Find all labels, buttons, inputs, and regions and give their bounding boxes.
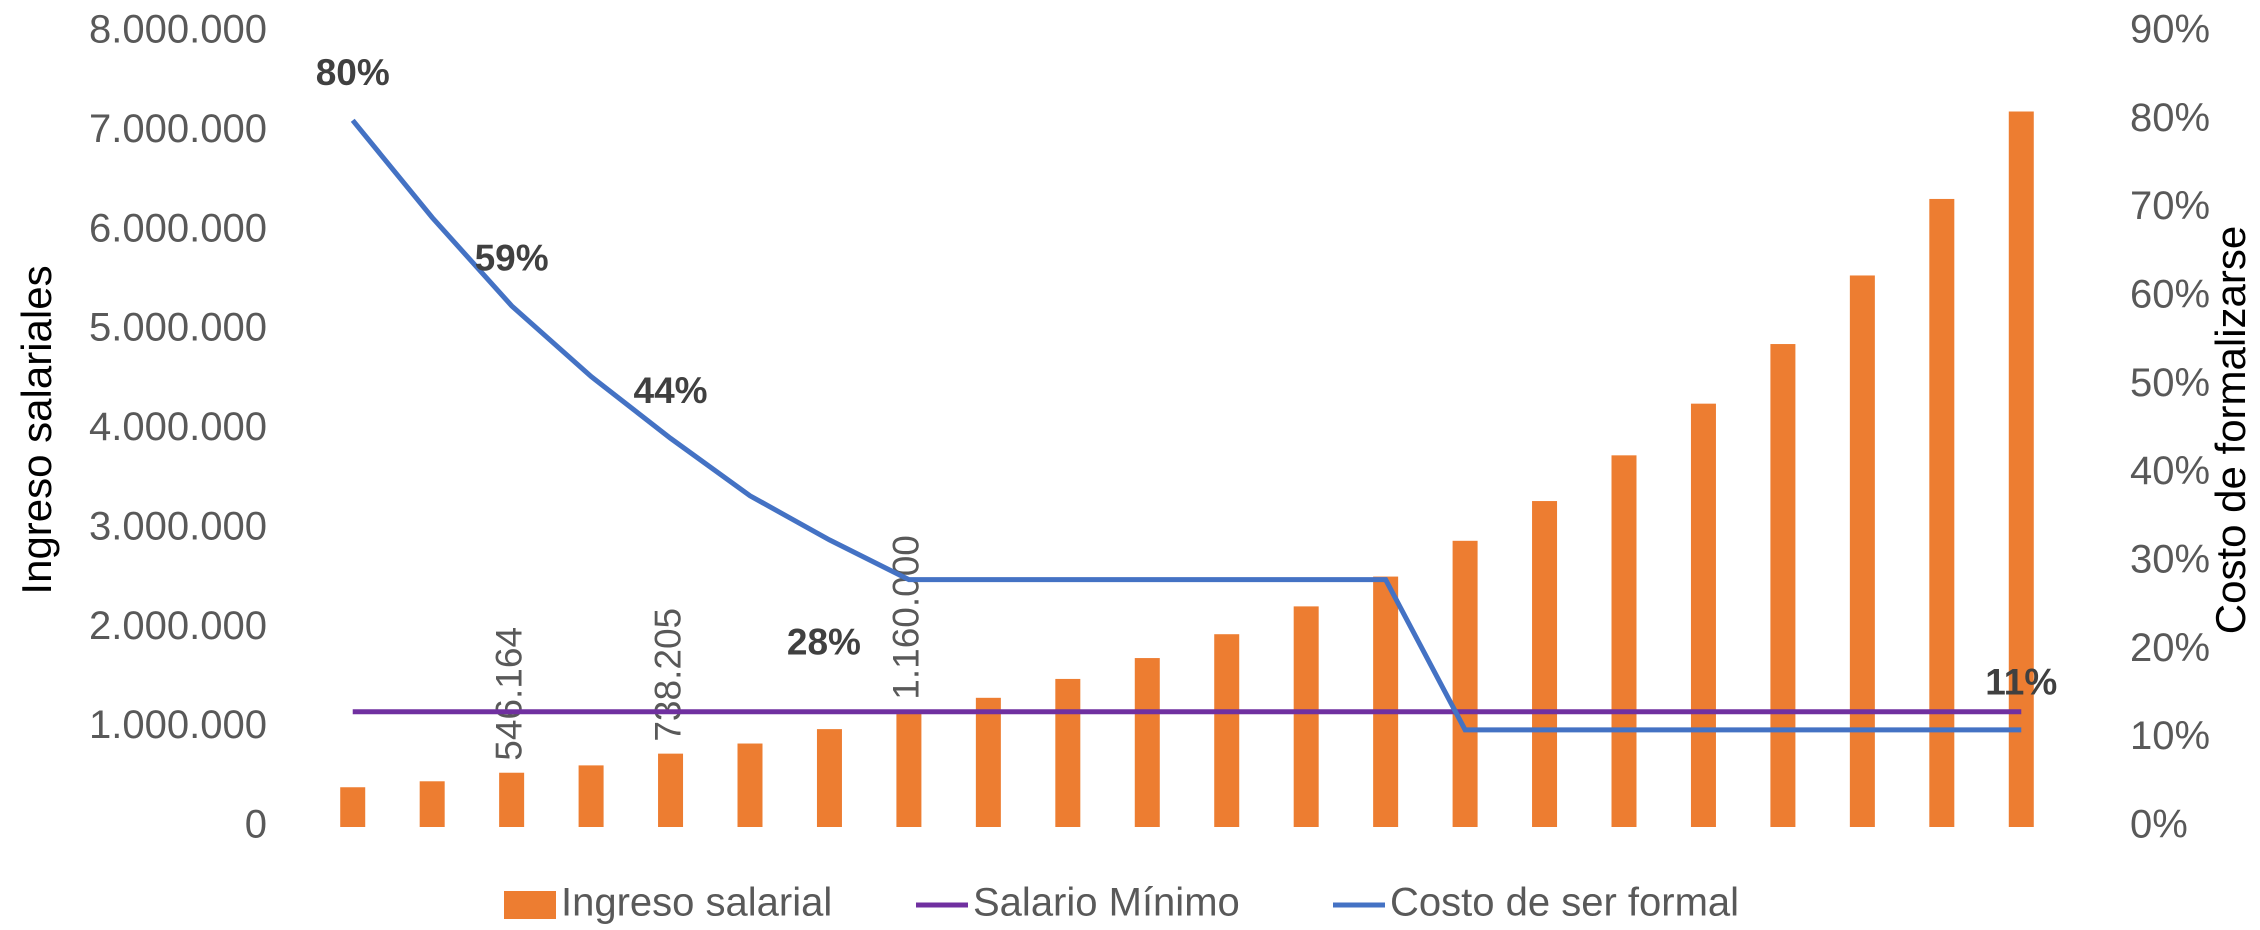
- y-tick-label: 1.000.000: [89, 703, 267, 747]
- bar: [1770, 344, 1796, 827]
- y-tick-label: 4.000.000: [89, 405, 267, 449]
- y2-tick-label: 10%: [2130, 714, 2210, 758]
- y-tick-label: 5.000.000: [89, 306, 267, 350]
- y2-tick-label: 70%: [2130, 184, 2210, 228]
- bar-value-label: 1.160.000: [886, 535, 927, 700]
- bar: [975, 697, 1001, 827]
- y-tick-label: 8.000.000: [89, 8, 267, 52]
- bar: [340, 787, 366, 827]
- bar: [658, 753, 684, 827]
- line-value-label: 44%: [634, 370, 708, 411]
- bar: [1214, 634, 1240, 827]
- bar: [1929, 198, 1955, 827]
- bar: [1293, 606, 1319, 827]
- y-tick-label: 7.000.000: [89, 107, 267, 151]
- y2-tick-label: 20%: [2130, 626, 2210, 670]
- bar: [1452, 540, 1478, 827]
- y-tick-label: 6.000.000: [89, 206, 267, 250]
- y2-tick-label: 80%: [2130, 96, 2210, 140]
- y2-tick-label: 30%: [2130, 538, 2210, 582]
- legend-swatch: [504, 891, 556, 919]
- bar: [1849, 275, 1875, 827]
- bar-value-label: 546.164: [488, 627, 529, 761]
- bar: [578, 765, 604, 827]
- y2-tick-label: 60%: [2130, 273, 2210, 317]
- bar: [816, 729, 842, 827]
- y2-axis-title: Costo de formalizarse: [2207, 226, 2254, 635]
- legend-label: Ingreso salarial: [561, 881, 832, 925]
- bar-value-label: 738.205: [647, 608, 688, 742]
- bar: [1611, 455, 1637, 827]
- legend-label: Costo de ser formal: [1390, 881, 1739, 925]
- bar: [1134, 658, 1160, 827]
- bar: [1690, 403, 1716, 827]
- line-value-label: 28%: [787, 621, 861, 662]
- bar: [499, 772, 525, 827]
- y-tick-label: 0: [245, 803, 267, 847]
- bar: [2008, 111, 2034, 827]
- bar: [419, 781, 445, 827]
- y-tick-label: 3.000.000: [89, 504, 267, 548]
- y-tick-label: 2.000.000: [89, 604, 267, 648]
- line-series: [350, 118, 2022, 733]
- y-axis-title: Ingreso salariales: [13, 265, 60, 594]
- line-value-label: 80%: [316, 52, 390, 93]
- line-value-label: 59%: [475, 238, 549, 279]
- bar: [1532, 501, 1558, 827]
- bar: [737, 743, 763, 827]
- y2-tick-label: 90%: [2130, 8, 2210, 52]
- y2-tick-label: 40%: [2130, 449, 2210, 493]
- legend-label: Salario Mínimo: [973, 881, 1240, 925]
- y2-tick-label: 50%: [2130, 361, 2210, 405]
- bar: [1373, 576, 1399, 827]
- y2-tick-label: 0%: [2130, 803, 2188, 847]
- line-value-label: 11%: [1985, 662, 2057, 703]
- bar: [896, 711, 922, 827]
- bar: [1055, 678, 1081, 827]
